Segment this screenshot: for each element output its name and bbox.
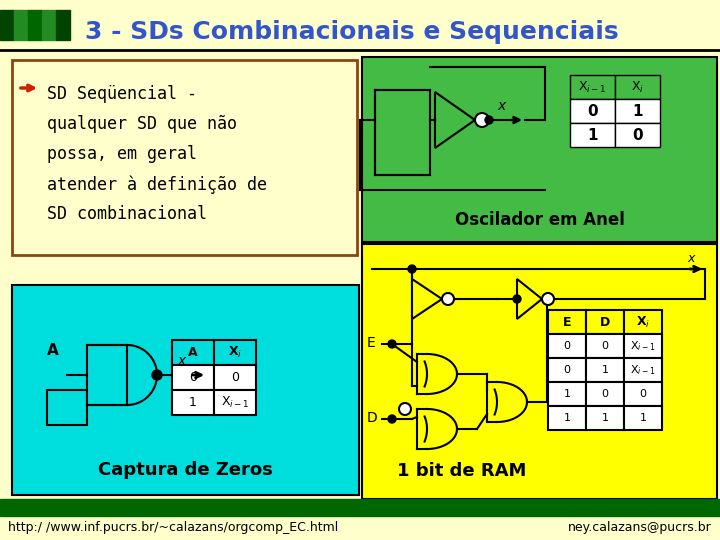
Circle shape: [475, 113, 489, 127]
Bar: [172, 340, 214, 365]
Text: 1: 1: [189, 396, 197, 409]
Circle shape: [485, 116, 493, 124]
Polygon shape: [435, 92, 475, 148]
FancyBboxPatch shape: [12, 60, 357, 255]
Bar: [87, 345, 127, 405]
Text: D: D: [600, 315, 610, 328]
Bar: [56, 10, 70, 40]
Polygon shape: [412, 279, 442, 319]
Text: 0: 0: [588, 104, 598, 118]
Bar: [615, 123, 660, 147]
Text: SD combinacional: SD combinacional: [47, 205, 207, 223]
Bar: [0, 499, 720, 507]
Bar: [47, 390, 87, 425]
Text: X$_{i-1}$: X$_{i-1}$: [630, 363, 656, 377]
Bar: [12, 285, 359, 495]
Bar: [214, 390, 256, 415]
Circle shape: [442, 293, 454, 305]
Bar: [42, 10, 56, 40]
Text: X$_{i-1}$: X$_{i-1}$: [221, 395, 249, 410]
Bar: [624, 382, 662, 406]
Text: 0: 0: [231, 371, 239, 384]
Text: E: E: [367, 336, 376, 350]
Bar: [548, 382, 586, 406]
Bar: [548, 310, 586, 334]
Text: Oscilador em Anel: Oscilador em Anel: [454, 211, 624, 229]
Bar: [624, 334, 662, 358]
Text: Captura de Zeros: Captura de Zeros: [98, 461, 273, 479]
Circle shape: [388, 340, 396, 348]
Text: 1 bit de RAM: 1 bit de RAM: [397, 462, 527, 480]
Bar: [214, 365, 256, 390]
Text: SD Seqüencial -: SD Seqüencial -: [47, 85, 197, 103]
Bar: [586, 334, 624, 358]
Text: ney.calazans@pucrs.br: ney.calazans@pucrs.br: [568, 522, 712, 535]
Bar: [0, 10, 14, 40]
Bar: [172, 390, 214, 415]
Text: 0: 0: [601, 341, 608, 351]
Text: X$_{i-1}$: X$_{i-1}$: [578, 79, 607, 94]
Polygon shape: [517, 279, 542, 319]
Text: 0: 0: [632, 127, 643, 143]
Text: 0: 0: [189, 371, 197, 384]
Bar: [375, 90, 430, 175]
Text: 0: 0: [601, 389, 608, 399]
Bar: [362, 57, 717, 242]
Bar: [586, 358, 624, 382]
Text: possa, em geral: possa, em geral: [47, 145, 197, 163]
Text: http:/ /www.inf.pucrs.br/~calazans/orgcomp_EC.html: http:/ /www.inf.pucrs.br/~calazans/orgco…: [8, 522, 338, 535]
Text: A: A: [188, 346, 198, 359]
Text: X$_i$: X$_i$: [228, 345, 242, 360]
Bar: [362, 244, 717, 499]
Bar: [14, 10, 28, 40]
Text: 1: 1: [632, 104, 643, 118]
Bar: [586, 382, 624, 406]
Circle shape: [542, 293, 554, 305]
Text: D: D: [367, 411, 378, 425]
Text: 3 - SDs Combinacionais e Sequenciais: 3 - SDs Combinacionais e Sequenciais: [85, 20, 618, 44]
Text: X$_i$: X$_i$: [631, 79, 644, 94]
Text: A: A: [47, 343, 59, 358]
Text: 1: 1: [601, 413, 608, 423]
Text: 1: 1: [588, 127, 598, 143]
Text: 1: 1: [639, 413, 647, 423]
Bar: [548, 358, 586, 382]
Bar: [624, 310, 662, 334]
Bar: [615, 99, 660, 123]
Bar: [586, 310, 624, 334]
Text: x: x: [497, 99, 505, 113]
Circle shape: [408, 265, 416, 273]
Text: atender à definição de: atender à definição de: [47, 175, 267, 193]
Text: 0: 0: [564, 365, 570, 375]
Bar: [624, 358, 662, 382]
Bar: [615, 75, 660, 99]
Text: x: x: [177, 354, 185, 368]
Text: 1: 1: [601, 365, 608, 375]
Bar: [548, 406, 586, 430]
Circle shape: [399, 403, 411, 415]
Bar: [586, 406, 624, 430]
Text: 0: 0: [564, 341, 570, 351]
Bar: [0, 508, 720, 516]
Circle shape: [513, 295, 521, 303]
Text: E: E: [563, 315, 571, 328]
Bar: [28, 10, 42, 40]
Text: 0: 0: [639, 389, 647, 399]
Text: x: x: [687, 252, 694, 265]
Circle shape: [388, 415, 396, 423]
Bar: [172, 365, 214, 390]
Text: X$_i$: X$_i$: [636, 314, 650, 329]
Text: 1: 1: [564, 389, 570, 399]
Bar: [570, 99, 615, 123]
Bar: [570, 75, 615, 99]
Text: 1: 1: [564, 413, 570, 423]
Text: qualquer SD que não: qualquer SD que não: [47, 115, 237, 133]
Bar: [624, 406, 662, 430]
Circle shape: [152, 370, 162, 380]
Text: X$_{i-1}$: X$_{i-1}$: [630, 339, 656, 353]
Bar: [214, 340, 256, 365]
Bar: [548, 334, 586, 358]
Bar: [570, 123, 615, 147]
